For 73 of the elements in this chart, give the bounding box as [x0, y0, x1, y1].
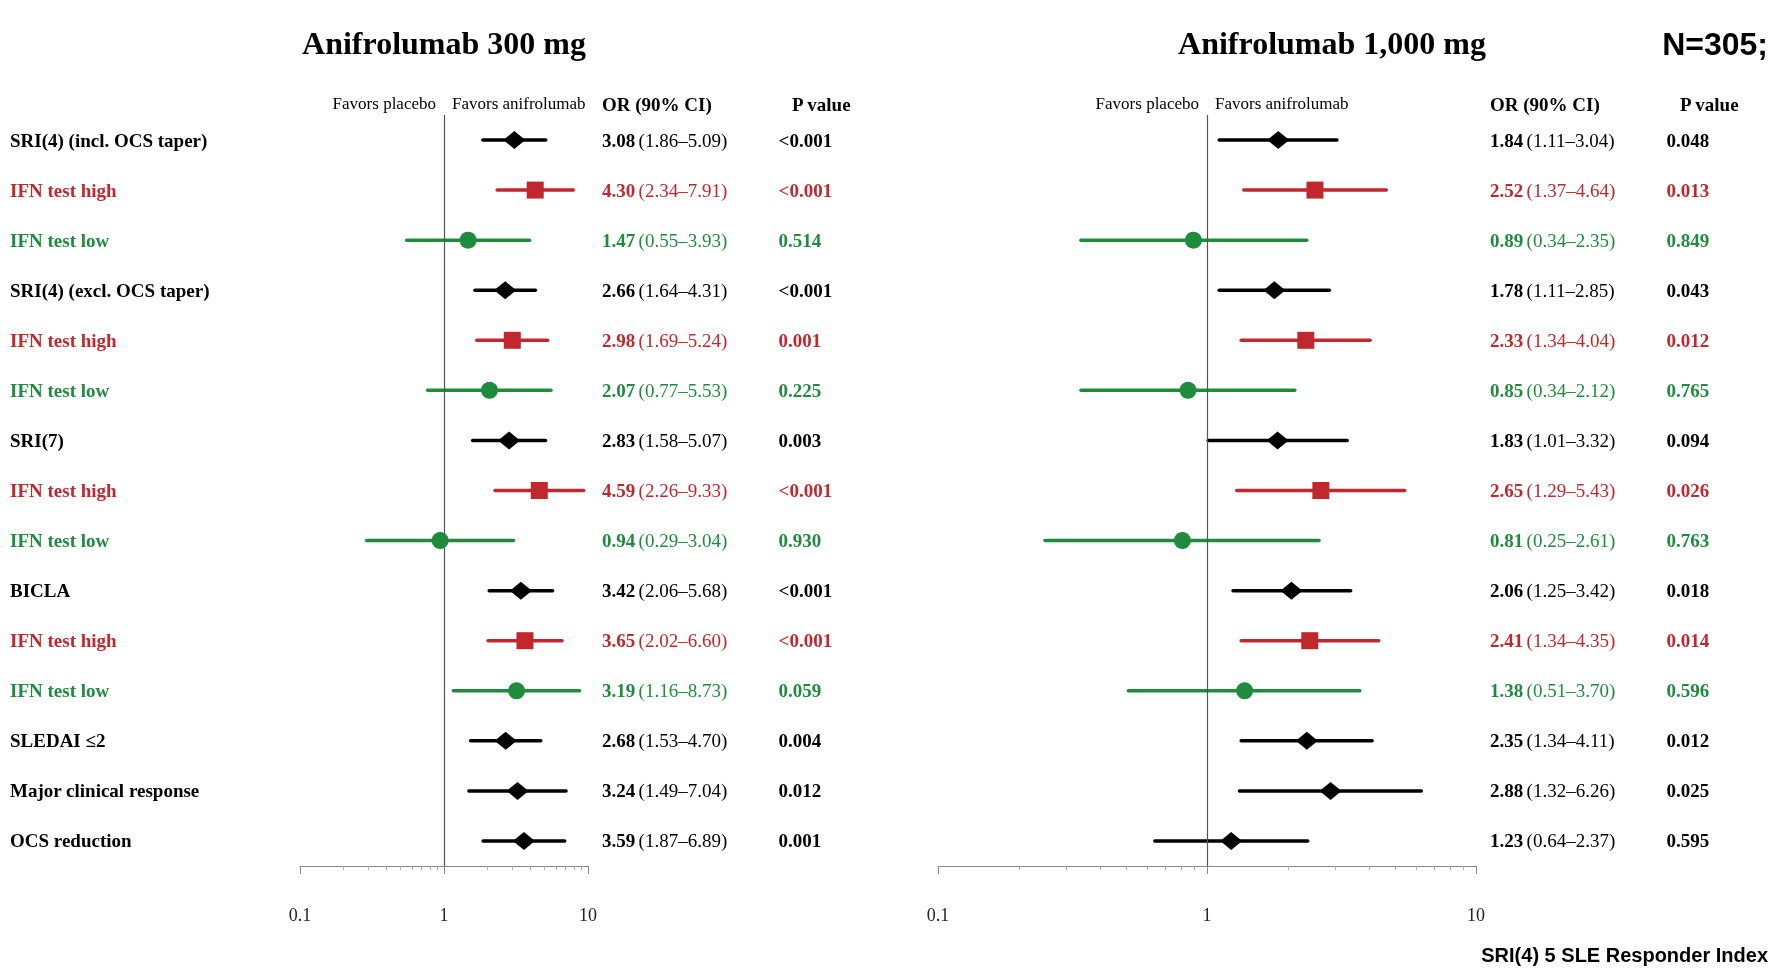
text: 2.07 (0.77–5.53) 0.225: [602, 379, 822, 401]
text: 0.85 (0.34–2.12) 0.765: [1490, 379, 1710, 401]
y-tick-label: SRI(7): [10, 429, 64, 452]
text: 0.94 (0.29–3.04) 0.930: [602, 530, 822, 552]
text: 2.06 (1.25–3.42) 0.018: [1490, 580, 1710, 602]
point: [516, 632, 534, 650]
y-tick-label: IFN test high: [10, 630, 118, 652]
text: 2.41 (1.34–4.35) 0.014: [1490, 630, 1710, 652]
point: [506, 781, 529, 800]
point: [508, 682, 526, 700]
text: 3.42 (2.06–5.68) <0.001: [602, 580, 833, 602]
text: 2.35 (1.34–4.11) 0.012: [1490, 730, 1710, 752]
text: Favors placebo: [1095, 94, 1199, 113]
y-tick-label: IFN test high: [10, 480, 118, 501]
text: 3.08 (1.86–5.09) <0.001: [602, 129, 833, 151]
text: SRI(4) 5 SLE Responder Index: [1481, 944, 1769, 966]
x-tick-label: 0.1: [288, 905, 312, 925]
text: 2.66 (1.64–4.31) <0.001: [602, 279, 833, 301]
text: 1.78 (1.11–2.85) 0.043: [1490, 279, 1710, 301]
text: Favors placebo: [332, 94, 436, 113]
y-tick-label: IFN test low: [10, 530, 110, 552]
y-tick-label: SRI(4) (incl. OCS taper): [10, 129, 208, 152]
text: 3.19 (1.16–8.73) 0.059: [602, 680, 822, 702]
text: 4.59 (2.26–9.33) <0.001: [602, 480, 833, 501]
x-tick-label: 0.1: [926, 905, 950, 925]
text: 3.65 (2.02–6.60) <0.001: [602, 630, 833, 652]
text: 2.65 (1.29–5.43) 0.026: [1490, 480, 1710, 501]
text: 1.83 (1.01–3.32) 0.094: [1490, 429, 1710, 451]
y-tick-label: BICLA: [10, 580, 71, 602]
x-tick-label: 1: [1202, 905, 1212, 925]
text: P value: [792, 94, 851, 115]
point: [498, 431, 521, 450]
text: 1.38 (0.51–3.70) 0.596: [1490, 680, 1710, 702]
text: OR (90% CI): [602, 94, 712, 116]
text: 2.88 (1.32–6.26) 0.025: [1490, 780, 1710, 802]
text: 3.59 (1.87–6.89) 0.001: [602, 830, 822, 852]
point: [503, 331, 521, 349]
text: 1.84 (1.11–3.04) 0.048: [1490, 129, 1710, 151]
y-tick-label: OCS reduction: [10, 830, 133, 852]
point: [512, 831, 535, 850]
point: [509, 581, 532, 600]
y-tick-label: IFN test low: [10, 229, 110, 251]
y-tick-label: SRI(4) (excl. OCS taper): [10, 279, 210, 302]
text: 4.30 (2.34–7.91) <0.001: [602, 179, 833, 201]
text: 2.98 (1.69–5.24) 0.001: [602, 329, 822, 351]
text: 1.47 (0.55–3.93) 0.514: [602, 229, 822, 251]
y-tick-label: SLEDAI ≤2: [10, 730, 106, 752]
y-tick-label: Major clinical response: [10, 780, 200, 802]
text: 2.68 (1.53–4.70) 0.004: [602, 730, 822, 752]
text: 2.52 (1.37–4.64) 0.013: [1490, 179, 1710, 201]
x-tick-label: 10: [1467, 905, 1485, 925]
text: 1.23 (0.64–2.37) 0.595: [1490, 830, 1710, 852]
point: [494, 731, 517, 750]
text: 2.83 (1.58–5.07) 0.003: [602, 429, 822, 451]
y-tick-label: IFN test low: [10, 379, 110, 401]
x-tick-label: 1: [439, 905, 449, 925]
text: Favors anifrolumab: [452, 94, 586, 113]
text: OR (90% CI): [1490, 94, 1600, 116]
text: 3.24 (1.49–7.04) 0.012: [602, 780, 822, 802]
text: 0.89 (0.34–2.35) 0.849: [1490, 229, 1710, 251]
text: Favors anifrolumab: [1215, 94, 1349, 113]
y-tick-label: IFN test high: [10, 179, 118, 201]
y-tick-label: IFN test low: [10, 680, 110, 702]
point: [494, 281, 517, 300]
text: 2.33 (1.34–4.04) 0.012: [1490, 329, 1710, 351]
y-tick-label: IFN test high: [10, 329, 118, 351]
point: [503, 131, 526, 150]
text: 0.81 (0.25–2.61) 0.763: [1490, 530, 1710, 552]
text: P value: [1680, 94, 1739, 115]
chart-title: Anifrolumab 1,000 mg: [1178, 25, 1486, 61]
text: N=305;: [1662, 26, 1768, 62]
chart-title: Anifrolumab 300 mg: [302, 25, 586, 61]
x-tick-label: 10: [579, 905, 597, 925]
